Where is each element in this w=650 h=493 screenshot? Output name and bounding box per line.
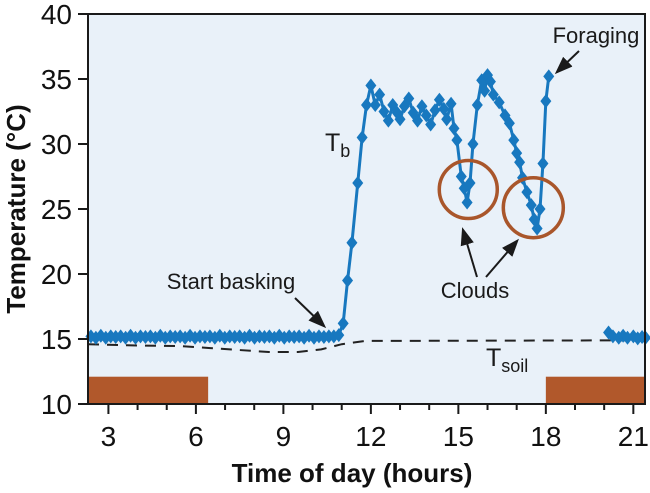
tsoil-series-label: Tsoil (486, 344, 528, 376)
tb-point (438, 101, 450, 116)
tb-point (441, 112, 453, 127)
y-tick-label: 15 (41, 324, 72, 355)
tb-label-sub: b (340, 141, 350, 161)
tb-point (508, 133, 520, 148)
tb-point (416, 99, 428, 114)
tb-point (352, 176, 364, 190)
tb-point (433, 92, 445, 107)
tb-point (455, 169, 467, 184)
tb-point (356, 130, 368, 145)
tb-point (365, 78, 377, 93)
tb-point (467, 137, 479, 151)
tb-point (346, 235, 358, 250)
tb-point (461, 195, 473, 210)
plot-generated: 40 35 30 25 20 15 10 3 6 9 12 15 18 21 (41, 0, 650, 452)
tb-point (487, 87, 499, 102)
tb-point (342, 273, 354, 288)
tb-point (479, 83, 491, 98)
tb-point (543, 69, 555, 84)
tb-markers-segment-1 (603, 325, 650, 346)
cloud-dip-circle-1 (437, 158, 500, 221)
x-tick-label: 18 (530, 421, 561, 452)
tb-point (333, 328, 345, 343)
tsoil-line (87, 339, 646, 353)
tb-point (525, 198, 537, 213)
tb-point (361, 98, 372, 112)
y-tick-label: 20 (41, 259, 72, 290)
x-tick-label: 21 (618, 421, 649, 452)
x-axis-title: Time of day (hours) (232, 458, 473, 488)
annotation-clouds: Clouds (441, 278, 509, 303)
tb-point (429, 103, 441, 118)
tb-point (445, 96, 457, 111)
clouds-arrow-right (485, 238, 519, 278)
y-tick-label: 40 (41, 0, 72, 30)
tb-point (451, 133, 463, 148)
tb-point (484, 74, 496, 89)
activity-bar-evening (545, 376, 645, 404)
tb-point (540, 94, 552, 109)
tb-markers-segment-0 (85, 68, 555, 345)
tb-point (382, 113, 394, 128)
annotation-start-basking: Start basking (167, 269, 295, 294)
x-tick-label: 15 (443, 421, 474, 452)
tb-point (521, 185, 533, 200)
tb-point (412, 113, 424, 128)
annotation-foraging: Foraging (553, 23, 640, 48)
tb-point (464, 176, 476, 190)
tb-point (403, 91, 415, 106)
foraging-arrow (554, 50, 580, 75)
tb-label-main: T (325, 129, 340, 157)
tb-point (420, 108, 432, 123)
y-tick-label: 25 (41, 194, 72, 225)
tb-point (471, 98, 483, 112)
y-axis-title: Temperature (°C) (1, 104, 31, 313)
tb-point (425, 117, 437, 132)
x-tick-label: 3 (101, 421, 117, 452)
tb-point (378, 104, 390, 119)
activity-bar-morning (88, 376, 209, 404)
tb-point (394, 112, 406, 127)
tb-point (534, 202, 546, 216)
tb-point (448, 121, 460, 136)
tb-point (537, 156, 549, 171)
tb-point (369, 98, 381, 112)
start-basking-arrow (294, 297, 327, 329)
tb-point (503, 116, 515, 131)
tb-point (493, 95, 505, 110)
clouds-arrow-left (460, 227, 478, 278)
tb-point (374, 87, 386, 102)
tsoil-label-sub: soil (501, 356, 528, 376)
x-tick-label: 12 (355, 421, 386, 452)
y-tick-label: 10 (41, 389, 72, 420)
x-tick-label: 6 (188, 421, 204, 452)
y-tick-label: 30 (41, 129, 72, 160)
y-tick-label: 35 (41, 64, 72, 95)
cloud-dip-circle-2 (501, 175, 566, 240)
tb-point (514, 155, 526, 170)
tb-point (337, 316, 349, 331)
tb-point (531, 221, 543, 236)
tsoil-label-main: T (486, 344, 501, 372)
tb-series-label: Tb (325, 129, 350, 161)
x-tick-label: 9 (276, 421, 292, 452)
